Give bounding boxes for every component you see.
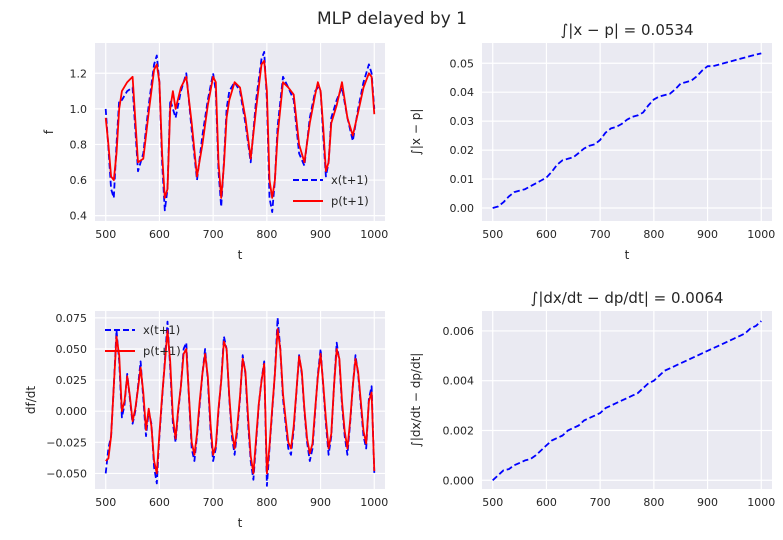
x-tick-label: 500	[482, 228, 503, 241]
series-line-0	[492, 52, 762, 209]
x-tick-label: 700	[203, 496, 224, 509]
legend-label: x(t+1)	[143, 323, 180, 337]
y-tick-label: −0.025	[46, 436, 87, 449]
y-tick-label: 0.6	[70, 174, 88, 187]
x-tick-label: 600	[149, 228, 170, 241]
y-axis-label: ∫|x − p|	[409, 109, 423, 156]
y-tick-label: 0.02	[450, 144, 475, 157]
x-tick-label: 600	[536, 228, 557, 241]
y-tick-label: 0.075	[56, 312, 88, 325]
x-tick-label: 600	[536, 496, 557, 509]
y-tick-label: 1.0	[70, 103, 88, 116]
y-tick-label: 0.006	[443, 325, 475, 338]
figure-suptitle: MLP delayed by 1	[317, 9, 467, 29]
x-tick-label: 600	[149, 496, 170, 509]
plot-panel-p2: 500 600 700 800 900 1000 0.00 0.01 0.02 0.03 0.04 0…	[409, 21, 775, 262]
x-tick-label: 900	[310, 496, 331, 509]
series-line-pt1	[105, 328, 376, 475]
x-tick-label: 800	[643, 496, 664, 509]
y-tick-label: 0.000	[56, 405, 88, 418]
plot-panel-p3: 500 600 700 800 900 1000 −0.050 −0.025 0.000 0.02…	[24, 311, 388, 530]
x-tick-label: 500	[482, 496, 503, 509]
x-tick-label: 1000	[747, 228, 775, 241]
x-tick-label: 1000	[747, 496, 775, 509]
y-tick-label: 0.04	[450, 86, 475, 99]
x-tick-label: 900	[697, 496, 718, 509]
x-tick-label: 500	[95, 496, 116, 509]
plot-area	[482, 43, 772, 221]
x-axis-label: t	[238, 248, 243, 262]
y-tick-label: 0.050	[56, 343, 88, 356]
plot-area	[482, 311, 772, 489]
x-tick-label: 800	[256, 496, 277, 509]
legend-label: p(t+1)	[143, 344, 181, 358]
y-tick-label: 0.03	[450, 115, 475, 128]
y-tick-label: 0.000	[443, 474, 475, 487]
y-tick-label: 1.2	[70, 67, 88, 80]
y-tick-label: 0.002	[443, 424, 475, 437]
y-tick-label: 0.05	[450, 57, 475, 70]
legend-label: p(t+1)	[331, 194, 369, 208]
x-tick-label: 500	[95, 228, 116, 241]
y-tick-label: 0.4	[70, 210, 88, 223]
y-axis-label: f	[42, 129, 56, 134]
plot-title: ∫|dx/dt − dp/dt| = 0.0064	[531, 289, 724, 307]
x-tick-label: 1000	[360, 496, 388, 509]
y-tick-label: 0.8	[70, 138, 88, 151]
x-tick-label: 1000	[360, 228, 388, 241]
plot-panel-p4: 500 600 700 800 900 1000 0.000 0.002 0.004 0.006 ∫…	[409, 289, 775, 509]
plot-title: ∫|x − p| = 0.0534	[560, 21, 693, 39]
x-tick-label: 800	[643, 228, 664, 241]
series-line-0	[492, 320, 762, 481]
x-axis-label: t	[625, 248, 630, 262]
y-tick-label: 0.01	[450, 173, 475, 186]
legend-label: x(t+1)	[331, 173, 368, 187]
y-tick-label: 0.025	[56, 374, 88, 387]
plot-panel-p1: 500 600 700 800 900 1000 0.4 0.6 0.8 1.0 1.2 t f x(t+…	[42, 43, 388, 262]
x-tick-label: 700	[590, 228, 611, 241]
series-line-pt1	[104, 59, 376, 199]
x-tick-label: 800	[256, 228, 277, 241]
x-tick-label: 900	[310, 228, 331, 241]
x-axis-label: t	[238, 516, 243, 530]
x-tick-label: 700	[203, 228, 224, 241]
legend: x(t+1) p(t+1)	[105, 323, 181, 358]
y-axis-label: df/dt	[24, 386, 38, 415]
y-tick-label: −0.050	[46, 467, 87, 480]
legend: x(t+1) p(t+1)	[293, 173, 369, 208]
y-tick-label: 0.00	[450, 202, 475, 215]
x-tick-label: 700	[590, 496, 611, 509]
x-tick-label: 900	[697, 228, 718, 241]
y-axis-label: ∫|dx/dt − dp/dt|	[409, 353, 423, 448]
y-tick-label: 0.004	[443, 375, 475, 388]
